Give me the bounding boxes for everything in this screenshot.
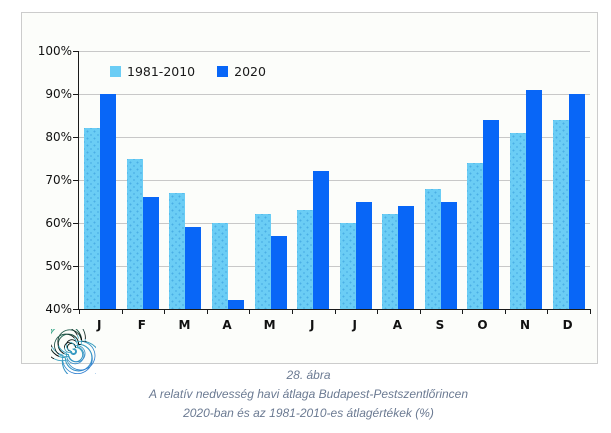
x-tick-6 [334,309,336,314]
bar-1981-2010-month-8 [382,214,399,309]
x-axis-label-5: M [263,318,276,332]
x-tick-2 [164,309,166,314]
x-axis-label-2: F [137,318,146,332]
bar-1981-2010-month-5 [254,214,271,309]
y-axis-label-60: 60% [45,216,72,230]
bar-2020-month-6 [313,171,330,309]
x-axis-label-9: S [435,318,445,332]
x-axis-label-4: A [222,318,232,332]
x-tick-8 [419,309,421,314]
bar-1981-2010-month-3 [169,192,186,309]
legend-item-2020: 2020 [217,64,266,79]
bar-1981-2010-month-11 [510,132,527,309]
y-tick-60 [73,223,79,224]
bar-group-month-8 [377,205,420,309]
bar-1981-2010-month-4 [212,223,229,309]
x-tick-1 [121,309,123,314]
x-axis-label-10: O [477,318,488,332]
bar-1981-2010-month-12 [552,119,569,309]
bar-2020-month-1 [100,94,117,309]
y-tick-50 [73,266,79,267]
gridline-100 [79,51,590,52]
x-tick-5 [291,309,293,314]
bar-2020-month-3 [185,227,202,309]
bar-2020-month-12 [568,94,585,309]
gridline-70 [79,180,590,181]
bar-1981-2010-month-10 [467,162,484,309]
x-axis-label-1: J [97,318,102,332]
caption-figure-number: 28. ábra [286,368,331,382]
weather-service-swirl-logo-icon [51,329,96,374]
y-tick-70 [73,180,79,181]
x-tick-12 [590,309,591,314]
bar-group-month-11 [505,89,548,309]
bar-2020-month-8 [398,205,415,309]
x-tick-4 [249,309,251,314]
y-tick-40 [73,309,79,310]
legend-swatch-2020 [217,66,229,77]
bar-1981-2010-month-6 [297,210,314,309]
x-axis-label-6: J [309,318,315,332]
chart-panel: 1981-2010 2020 100% 90% 80% 70% 60% 50% 40% J F… [21,12,598,374]
bar-group-month-6 [292,171,335,309]
x-tick-11 [547,309,549,314]
bar-1981-2010-month-1 [84,128,101,309]
bar-group-month-12 [547,94,590,309]
y-axis-label-50: 50% [45,259,72,273]
x-axis-label-3: M [178,318,191,332]
bar-group-month-9 [420,188,463,309]
x-tick-9 [462,309,464,314]
gridline-80 [79,137,590,138]
plot-area [73,51,591,314]
y-axis-label-70: 70% [45,173,72,187]
bar-groups [79,51,590,309]
x-tick-7 [377,309,379,314]
y-axis-label-90: 90% [45,87,72,101]
bar-1981-2010-month-2 [126,158,143,309]
gridline-60 [79,223,590,224]
bar-1981-2010-month-9 [424,188,441,309]
y-tick-90 [73,94,79,95]
bar-2020-month-2 [142,197,159,309]
y-axis-label-100: 100% [37,44,72,58]
legend-item-1981-2010: 1981-2010 [110,64,195,79]
figure-caption: 28. ábra A relatív nedvesség havi átlaga… [21,366,596,423]
bar-group-month-3 [164,192,207,309]
x-axis-label-11: N [520,318,531,332]
x-axis-label-7: J [352,318,357,332]
gridline-50 [79,266,590,267]
y-tick-100 [73,51,79,52]
bar-group-month-1 [79,94,122,309]
x-tick-3 [206,309,208,314]
bar-2020-month-7 [355,201,372,309]
bar-group-month-10 [462,119,505,309]
legend-label-2020: 2020 [234,64,266,79]
gridline-90 [79,94,590,95]
bar-1981-2010-month-7 [339,223,356,309]
y-tick-80 [73,137,79,138]
bar-group-month-2 [122,158,165,309]
bar-group-month-4 [207,223,250,309]
bar-2020-month-9 [440,201,457,309]
bar-2020-month-4 [228,300,245,309]
legend-swatch-1981-2010 [110,66,121,77]
caption-subtitle-line: 2020-ban és az 1981-2010-es átlagértékek… [183,406,434,420]
y-axis-label-80: 80% [45,130,72,144]
bar-2020-month-10 [483,119,500,309]
x-axis-label-8: A [392,318,402,332]
y-axis-label-40: 40% [45,302,72,316]
bar-2020-month-11 [526,89,543,309]
bar-group-month-5 [249,214,292,309]
bar-2020-month-5 [270,235,287,309]
x-axis-label-12: D [562,318,573,332]
x-tick-10 [504,309,506,314]
legend-label-1981-2010: 1981-2010 [127,64,196,79]
caption-title-line: A relatív nedvesség havi átlaga Budapest… [148,387,469,401]
bar-group-month-7 [334,201,377,309]
x-tick-0 [79,309,80,314]
legend: 1981-2010 2020 [110,64,266,79]
